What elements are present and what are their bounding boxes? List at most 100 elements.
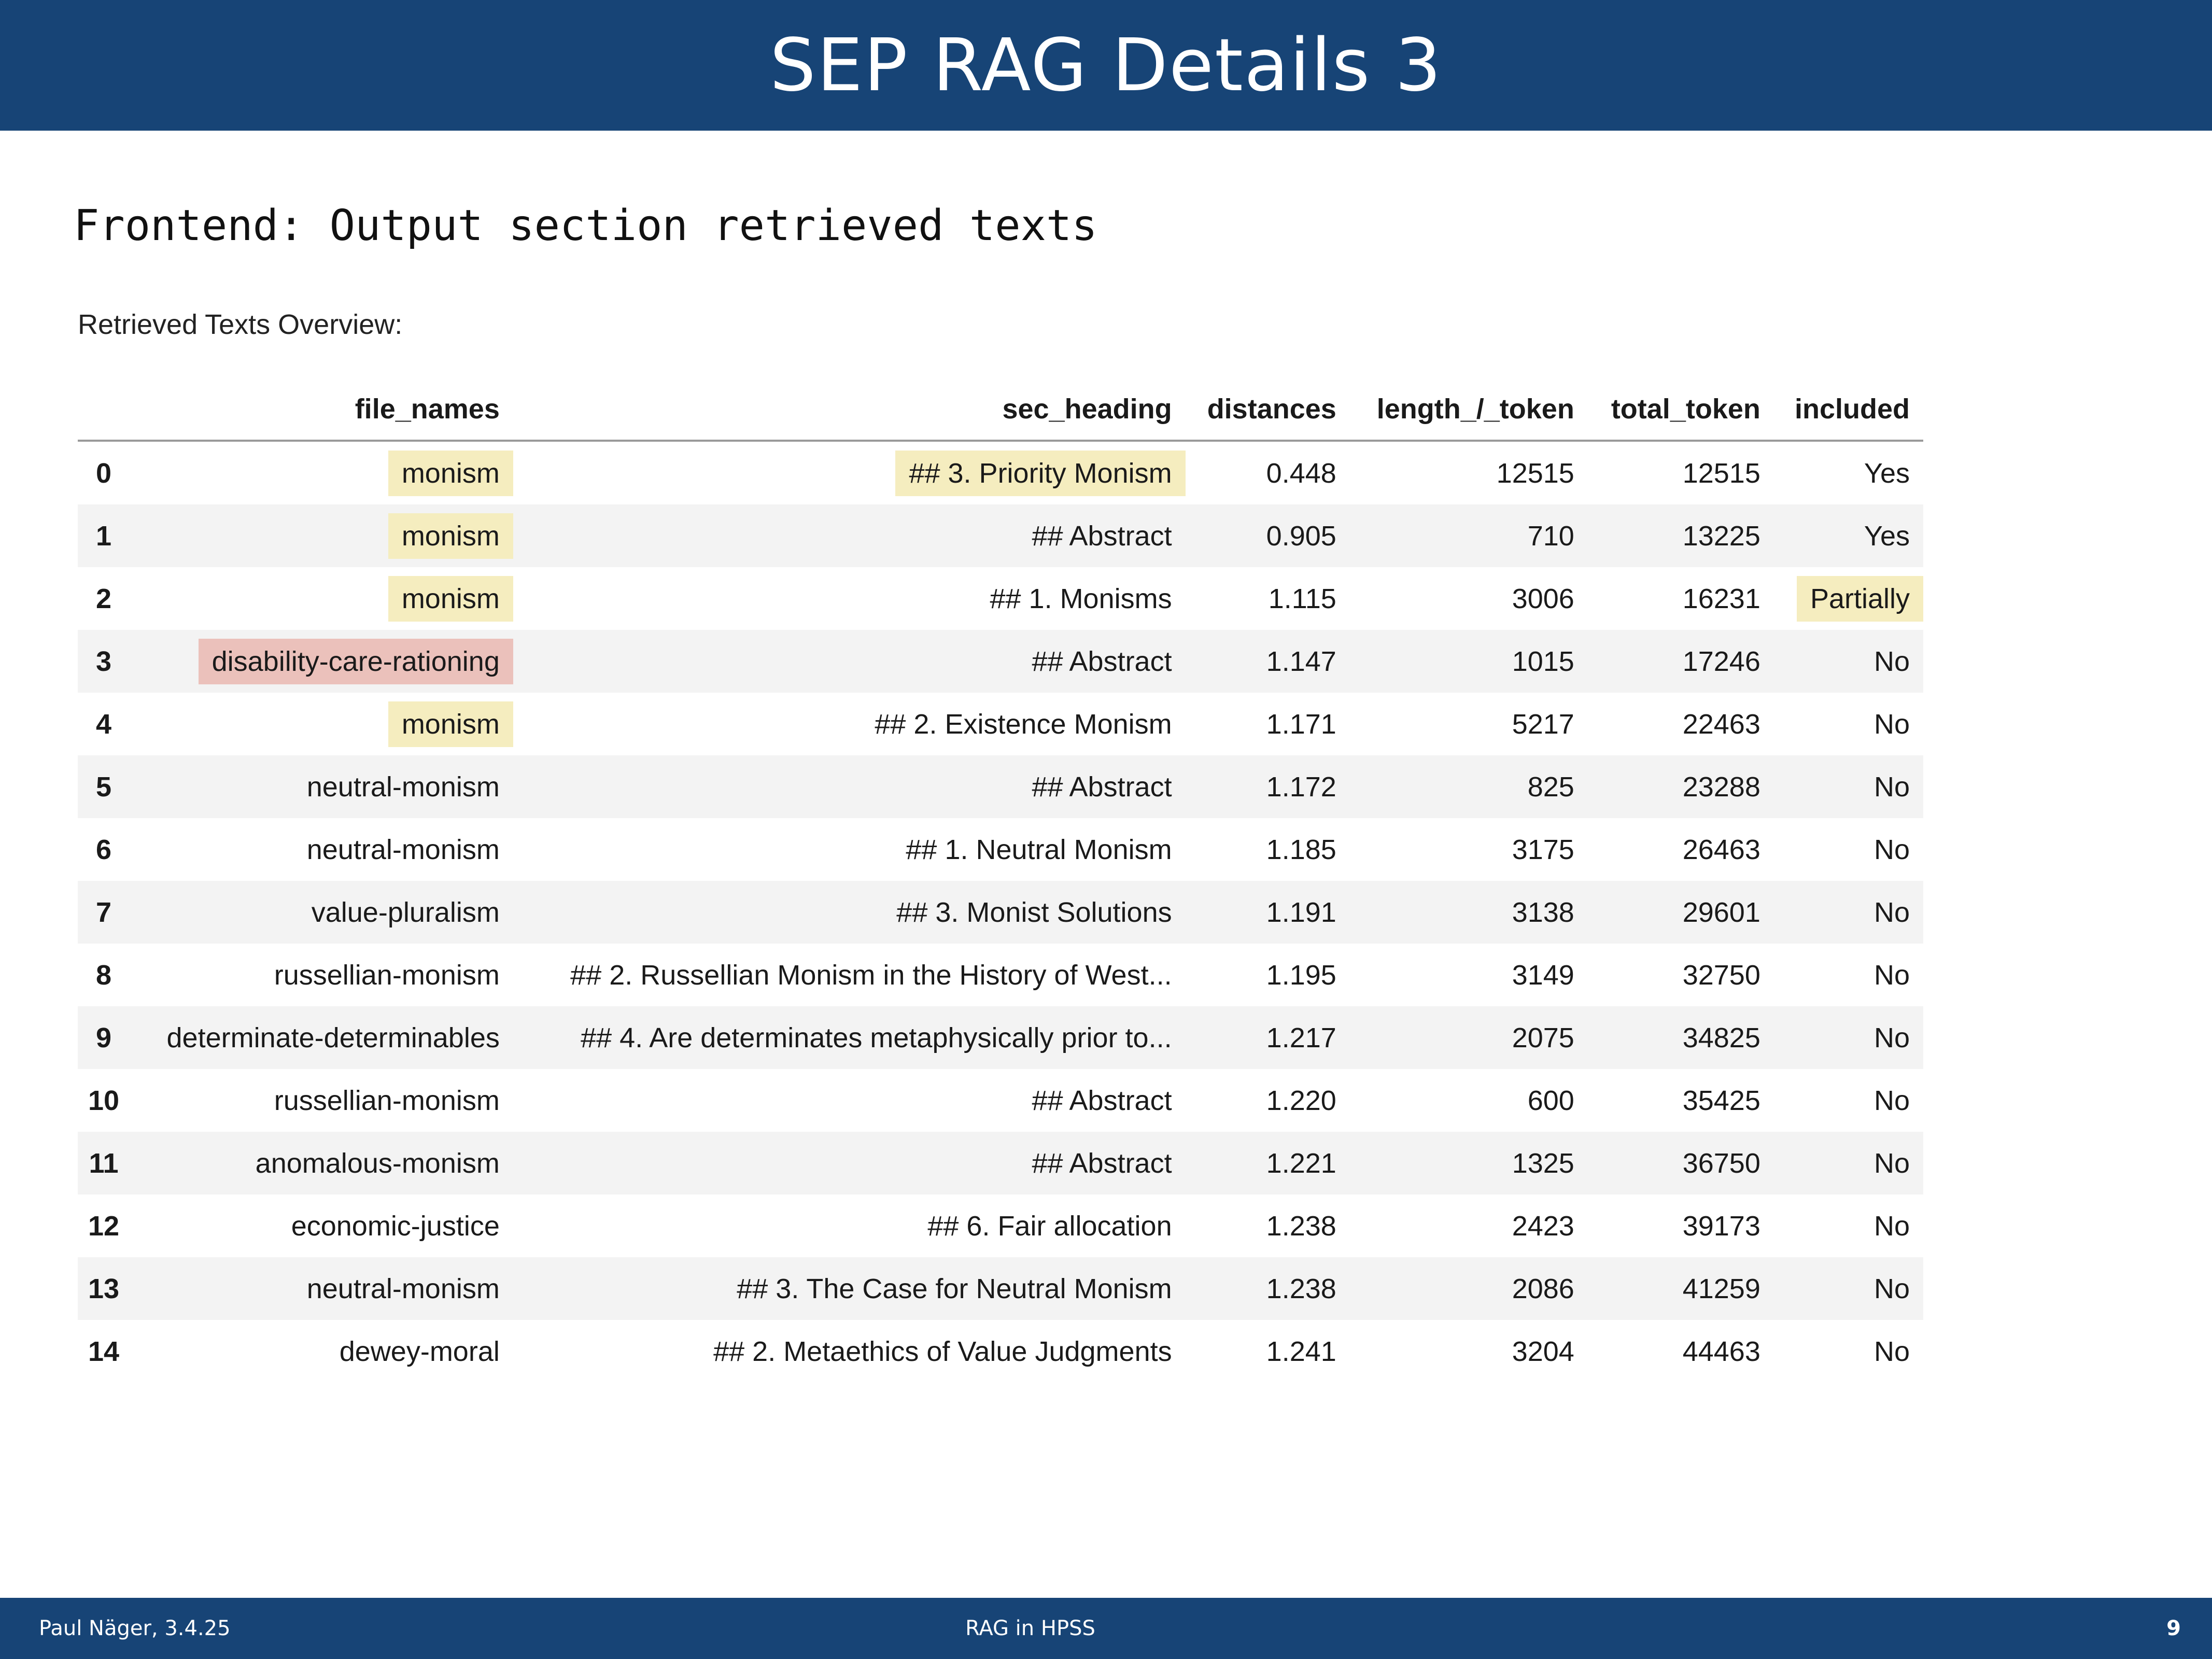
row-index: 3 [78, 630, 130, 693]
table-row: 14 dewey-moral ## 2. Metaethics of Value… [78, 1320, 1923, 1383]
cell-sec-heading: ## 2. Russellian Monism in the History o… [570, 959, 1172, 991]
cell-file-name: monism [130, 504, 513, 567]
cell-included: No [1873, 1335, 1910, 1367]
row-index: 5 [78, 755, 130, 818]
cell-included: No [1773, 630, 1923, 693]
cell-total-token: 36750 [1587, 1132, 1774, 1194]
highlighted-included: Partially [1796, 575, 1923, 622]
cell-file-name: monism [130, 693, 513, 755]
cell-length-token: 3175 [1512, 834, 1574, 865]
row-index: 11 [78, 1132, 130, 1194]
cell-sec-heading: ## 3. The Case for Neutral Monism [513, 1257, 1186, 1320]
cell-total-token: 16231 [1682, 583, 1760, 614]
table-row: 7 value-pluralism ## 3. Monist Solutions… [78, 881, 1923, 944]
table-row: 4 monism ## 2. Existence Monism 1.171 52… [78, 693, 1923, 755]
cell-distance: 1.220 [1266, 1085, 1336, 1116]
cell-length-token: 2423 [1512, 1210, 1574, 1242]
cell-included: Yes [1773, 504, 1923, 567]
cell-file-name: determinate-determinables [130, 1006, 513, 1069]
cell-sec-heading: ## 3. Priority Monism [513, 441, 1186, 504]
cell-distance: 1.238 [1185, 1257, 1350, 1320]
column-header-distances: distances [1185, 378, 1350, 442]
highlighted-sec-heading: ## 3. Priority Monism [895, 450, 1186, 496]
cell-sec-heading: ## 4. Are determinates metaphysically pr… [513, 1006, 1186, 1069]
retrieved-texts-table: file_names sec_heading distances length_… [78, 378, 1923, 1383]
footer-author-date: Paul Näger, 3.4.25 [39, 1616, 231, 1640]
cell-sec-heading: ## 2. Metaethics of Value Judgments [713, 1335, 1172, 1367]
cell-included: Yes [1864, 457, 1910, 489]
cell-file-name: dewey-moral [339, 1335, 500, 1367]
cell-file-name: russellian-monism [274, 959, 500, 991]
highlighted-file-name: monism [388, 450, 513, 496]
row-index: 2 [95, 583, 112, 614]
cell-distance: 1.185 [1266, 834, 1336, 865]
cell-distance: 0.905 [1185, 504, 1350, 567]
row-index: 7 [78, 881, 130, 944]
highlighted-file-name: monism [388, 513, 513, 559]
table-header-row: file_names sec_heading distances length_… [78, 378, 1923, 442]
cell-included: No [1873, 959, 1910, 991]
table-row: 3 disability-care-rationing ## Abstract … [78, 630, 1923, 693]
cell-distance: 1.221 [1185, 1132, 1350, 1194]
row-index: 1 [78, 504, 130, 567]
cell-sec-heading: ## Abstract [513, 755, 1186, 818]
cell-sec-heading: ## 2. Existence Monism [875, 708, 1172, 740]
table-row: 8 russellian-monism ## 2. Russellian Mon… [78, 944, 1923, 1006]
cell-sec-heading: ## Abstract [513, 630, 1186, 693]
cell-sec-heading: ## 1. Neutral Monism [906, 834, 1172, 865]
cell-file-name: russellian-monism [274, 1085, 500, 1116]
cell-sec-heading: ## 6. Fair allocation [927, 1210, 1172, 1242]
footer-bar: Paul Näger, 3.4.25 RAG in HPSS 9 [0, 1598, 2212, 1659]
cell-length-token: 5217 [1512, 708, 1574, 740]
retrieved-texts-table-container: file_names sec_heading distances length_… [78, 378, 1923, 1383]
cell-length-token: 3138 [1349, 881, 1588, 944]
cell-sec-heading: ## 3. Monist Solutions [513, 881, 1186, 944]
cell-length-token: 1325 [1349, 1132, 1588, 1194]
table-row: 13 neutral-monism ## 3. The Case for Neu… [78, 1257, 1923, 1320]
row-index: 8 [95, 959, 112, 991]
slide-title: SEP RAG Details 3 [769, 23, 1443, 108]
cell-length-token: 825 [1349, 755, 1588, 818]
column-header-included: included [1773, 378, 1923, 442]
cell-distance: 1.241 [1266, 1335, 1336, 1367]
cell-sec-heading: ## Abstract [1032, 1085, 1172, 1116]
cell-length-token: 600 [1527, 1085, 1574, 1116]
column-header-file-names: file_names [130, 378, 513, 442]
cell-file-name: value-pluralism [130, 881, 513, 944]
cell-length-token: 3149 [1512, 959, 1574, 991]
table-caption: Retrieved Texts Overview: [78, 309, 403, 340]
cell-length-token: 2086 [1349, 1257, 1588, 1320]
row-index: 0 [95, 457, 112, 489]
table-row: 12 economic-justice ## 6. Fair allocatio… [78, 1194, 1923, 1257]
cell-distance: 0.448 [1266, 457, 1336, 489]
table-row: 10 russellian-monism ## Abstract 1.220 6… [78, 1069, 1923, 1132]
column-header-total-token: total_token [1587, 378, 1774, 442]
cell-distance: 1.115 [1268, 583, 1336, 614]
cell-total-token: 22463 [1682, 708, 1760, 740]
cell-file-name: neutral-monism [130, 755, 513, 818]
cell-length-token: 12515 [1496, 457, 1574, 489]
page-number: 9 [2166, 1616, 2181, 1640]
cell-length-token: 710 [1349, 504, 1588, 567]
cell-total-token: 13225 [1587, 504, 1774, 567]
cell-sec-heading: ## Abstract [513, 1132, 1186, 1194]
table-row: 5 neutral-monism ## Abstract 1.172 825 2… [78, 755, 1923, 818]
cell-distance: 1.217 [1185, 1006, 1350, 1069]
cell-distance: 1.171 [1266, 708, 1336, 740]
cell-total-token: 17246 [1587, 630, 1774, 693]
cell-included: No [1773, 1257, 1923, 1320]
cell-distance: 1.238 [1266, 1210, 1336, 1242]
cell-included: No [1773, 755, 1923, 818]
column-header-index [78, 378, 130, 442]
cell-included: No [1773, 1006, 1923, 1069]
column-header-length-token: length_/_token [1349, 378, 1588, 442]
table-row: 9 determinate-determinables ## 4. Are de… [78, 1006, 1923, 1069]
cell-included: No [1773, 881, 1923, 944]
table-row: 0 monism ## 3. Priority Monism 0.448 125… [78, 441, 1923, 504]
cell-file-name: anomalous-monism [130, 1132, 513, 1194]
cell-file-name: economic-justice [291, 1210, 500, 1242]
cell-total-token: 44463 [1682, 1335, 1760, 1367]
cell-total-token: 39173 [1682, 1210, 1760, 1242]
row-index: 13 [78, 1257, 130, 1320]
highlighted-file-name-irrelevant: disability-care-rationing [198, 638, 513, 684]
